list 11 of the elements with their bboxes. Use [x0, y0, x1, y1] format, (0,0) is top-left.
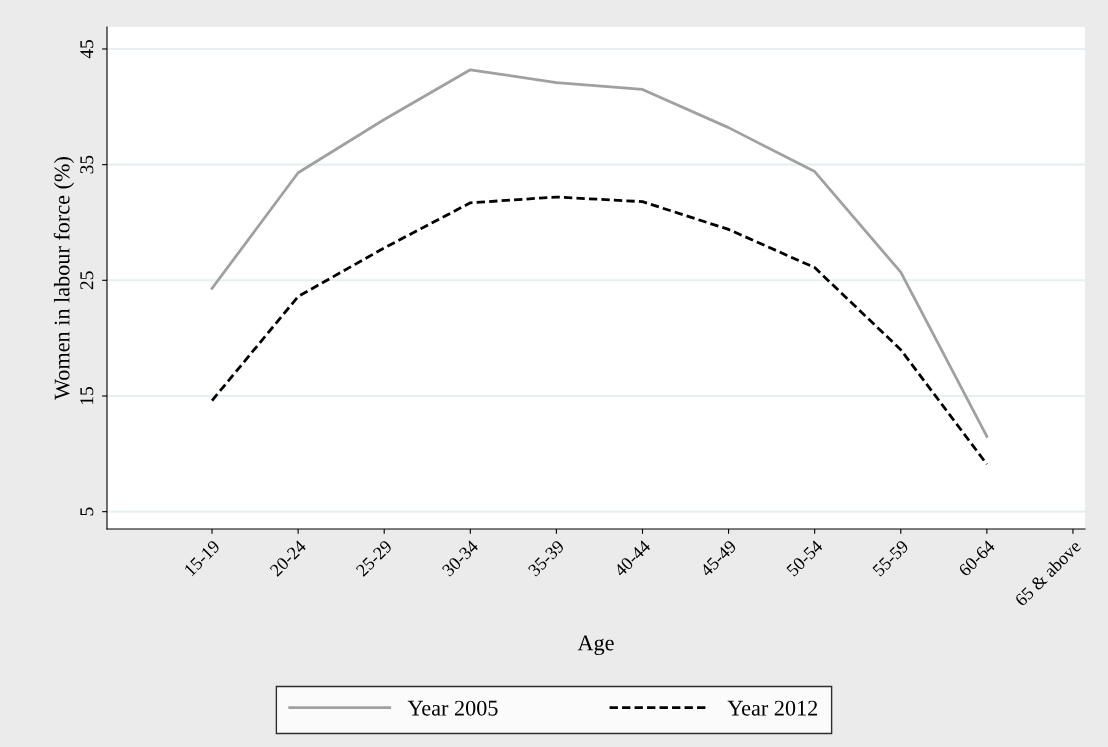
y-tick-label: 15 [80, 387, 94, 404]
y-axis-title: Women in labour force (%) [53, 157, 75, 400]
line-series [210, 195, 989, 466]
x-axis-title: Age [577, 635, 614, 656]
y-tick-label: 45 [80, 40, 94, 59]
y-tick-label: 25 [80, 271, 94, 290]
y-tick-label: 35 [80, 155, 94, 174]
line-series [210, 68, 989, 438]
legend-label: Year 2012 [727, 700, 818, 716]
y-tick-label: 5 [80, 507, 94, 516]
legend-label: Year 2005 [407, 700, 498, 716]
